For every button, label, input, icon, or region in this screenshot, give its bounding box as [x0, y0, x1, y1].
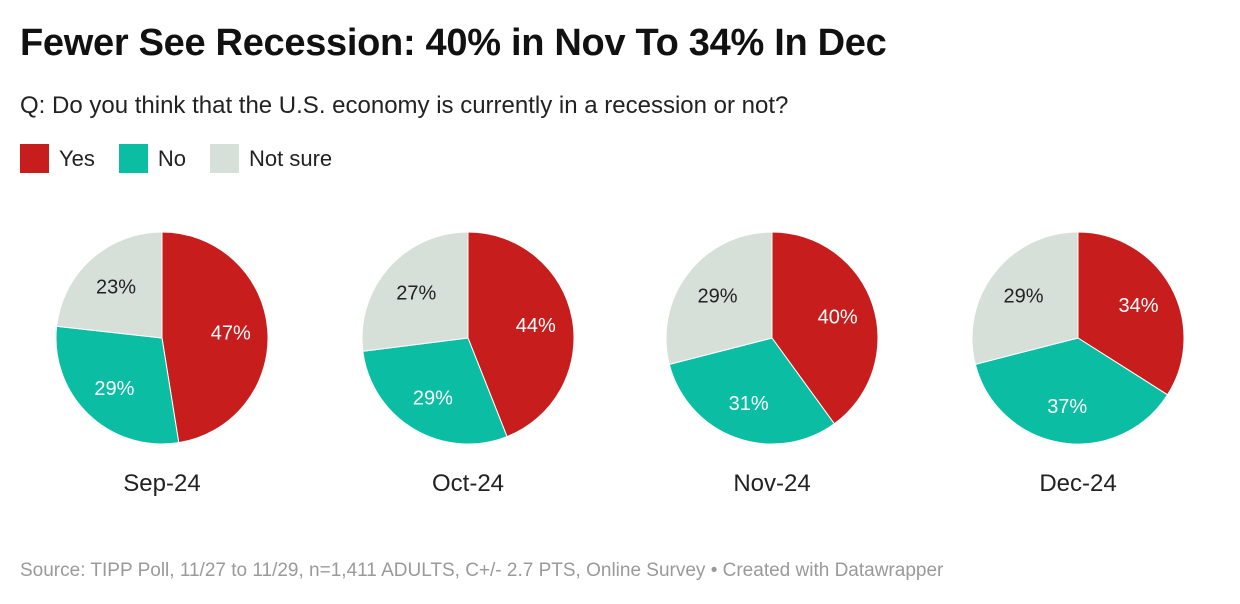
- chart-title: Fewer See Recession: 40% in Nov To 34% I…: [20, 22, 887, 64]
- slice-not-sure: [665, 231, 773, 365]
- pie-caption: Oct-24: [432, 470, 504, 497]
- slice-not-sure: [971, 231, 1079, 365]
- slice-label-no: 29%: [413, 387, 453, 409]
- pie-sep-24: 47% 29% 23% Sep-24: [55, 231, 269, 497]
- legend-label-yes: Yes: [59, 145, 95, 171]
- pie-oct-24: 44% 29% 27% Oct-24: [361, 231, 575, 497]
- slice-label-no: 31%: [729, 393, 769, 415]
- legend-swatch-no: [118, 144, 148, 173]
- slice-not-sure: [56, 231, 163, 339]
- legend-label-not-sure: Not sure: [249, 145, 333, 171]
- slice-label-no: 37%: [1047, 396, 1087, 418]
- pie-caption: Dec-24: [1039, 470, 1116, 497]
- slice-no: [974, 337, 1169, 445]
- slice-yes: [161, 231, 269, 444]
- legend: Yes No Not sure: [20, 144, 332, 173]
- chart-subtitle: Q: Do you think that the U.S. economy is…: [20, 92, 789, 119]
- legend-item-yes: Yes: [20, 144, 95, 173]
- pie-caption: Sep-24: [123, 470, 200, 497]
- slice-label-not-sure: 29%: [697, 286, 737, 308]
- legend-swatch-yes: [20, 144, 49, 173]
- slice-label-not-sure: 23%: [96, 277, 136, 299]
- legend-item-no: No: [118, 144, 187, 173]
- slice-yes: [771, 231, 879, 425]
- legend-item-not-sure: Not sure: [210, 144, 332, 173]
- source-footer: Source: TIPP Poll, 11/27 to 11/29, n=1,4…: [20, 560, 944, 581]
- pie-charts: 47% 29% 23% Sep-24 44% 29% 27% Oct-24 40% 31% 29% N…: [55, 231, 1185, 497]
- slice-label-yes: 40%: [818, 307, 858, 329]
- slice-no: [55, 325, 180, 445]
- slice-label-yes: 34%: [1118, 295, 1158, 317]
- slice-label-yes: 44%: [516, 315, 556, 337]
- pie-caption: Nov-24: [733, 470, 810, 497]
- legend-swatch-not-sure: [210, 144, 240, 173]
- slice-label-no: 29%: [94, 378, 134, 400]
- pie-dec-24: 34% 37% 29% Dec-24: [971, 231, 1185, 497]
- pie-nov-24: 40% 31% 29% Nov-24: [665, 231, 879, 497]
- slice-yes: [1077, 231, 1185, 396]
- slice-label-yes: 47%: [211, 323, 251, 345]
- slice-yes: [467, 231, 575, 438]
- slice-label-not-sure: 29%: [1003, 286, 1043, 308]
- legend-label-no: No: [157, 145, 187, 171]
- slice-label-not-sure: 27%: [396, 282, 436, 304]
- slice-no: [362, 337, 508, 445]
- slice-no: [668, 337, 836, 445]
- slice-not-sure: [361, 231, 469, 352]
